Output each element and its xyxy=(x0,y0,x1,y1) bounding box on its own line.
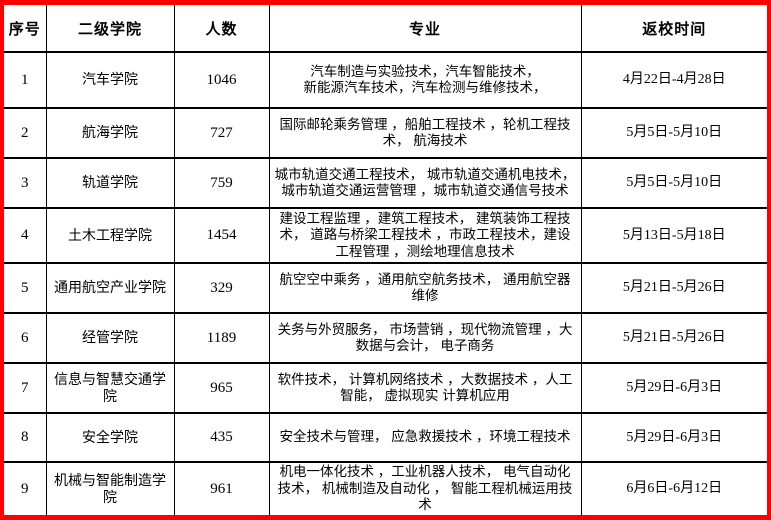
cell-college: 通用航空产业学院 xyxy=(45,262,175,314)
cell-seq: 5 xyxy=(4,262,47,314)
cell-majors: 机电一体化技术 ，工业机器人技术， 电气自动化技术， 机械制造及自动化 ， 智能… xyxy=(268,461,582,515)
cell-return-time: 6月6日-6月12日 xyxy=(580,461,767,515)
cell-count: 329 xyxy=(173,262,270,314)
cell-return-time: 5月29日-6月3日 xyxy=(580,362,767,414)
cell-college: 信息与智慧交通学院 xyxy=(45,362,175,414)
cell-seq: 9 xyxy=(4,461,47,515)
cell-seq: 2 xyxy=(4,107,47,159)
cell-college: 航海学院 xyxy=(45,107,175,159)
cell-college: 土木工程学院 xyxy=(45,207,175,264)
cell-seq: 8 xyxy=(4,412,47,463)
cell-return-time: 5月21日-5月26日 xyxy=(580,312,767,364)
cell-college: 汽车学院 xyxy=(45,51,175,109)
cell-college: 经管学院 xyxy=(45,312,175,364)
cell-return-time: 5月5日-5月10日 xyxy=(580,107,767,159)
cell-return-time: 4月22日-4月28日 xyxy=(580,51,767,109)
cell-majors: 国际邮轮乘务管理 ，船舶工程技术 ，轮机工程技术， 航海技术 xyxy=(268,107,582,159)
col-header-return-time: 返校时间 xyxy=(580,5,767,53)
cell-majors: 关务与外贸服务， 市场营销 ，现代物流管理 ，大数据与会计， 电子商务 xyxy=(268,312,582,364)
cell-college: 轨道学院 xyxy=(45,157,175,209)
cell-count: 1454 xyxy=(173,207,270,264)
cell-majors: 航空空中乘务 ，通用航空航务技术， 通用航空器维修 xyxy=(268,262,582,314)
cell-return-time: 5月13日-5月18日 xyxy=(580,207,767,264)
cell-count: 759 xyxy=(173,157,270,209)
cell-seq: 4 xyxy=(4,207,47,264)
table-row: 4 土木工程学院 1454 建设工程监理 ，建筑工程技术， 建筑装饰工程技术， 道路与… xyxy=(4,207,767,264)
col-header-seq: 序号 xyxy=(4,5,47,53)
cell-majors: 安全技术与管理， 应急救援技术 ，环境工程技术 xyxy=(268,412,582,463)
cell-majors: 软件技术， 计算机网络技术 ，大数据技术 ，人工智能， 虚拟现实 计算机应用 xyxy=(268,362,582,414)
table-row: 5 通用航空产业学院 329 航空空中乘务 ，通用航空航务技术， 通用航空器维修 5月2… xyxy=(4,262,767,314)
cell-count: 1046 xyxy=(173,51,270,109)
table-row: 3 轨道学院 759 城市轨道交通工程技术， 城市轨道交通机电技术，城市轨道交通运营管… xyxy=(4,157,767,209)
cell-college: 安全学院 xyxy=(45,412,175,463)
table-body: 1 汽车学院 1046 汽车制造与实验技术，汽车智能技术， 新能源汽车技术，汽车检测与… xyxy=(4,51,767,515)
table-row: 8 安全学院 435 安全技术与管理， 应急救援技术 ，环境工程技术 5月29日-6月3… xyxy=(4,412,767,463)
cell-return-time: 5月29日-6月3日 xyxy=(580,412,767,463)
cell-majors: 汽车制造与实验技术，汽车智能技术， 新能源汽车技术，汽车检测与维修技术， xyxy=(268,51,582,109)
cell-seq: 7 xyxy=(4,362,47,414)
col-header-count: 人数 xyxy=(173,5,270,53)
return-schedule-table: 序号 二级学院 人数 专业 返校时间 1 汽车学院 1046 汽车制造与实验技术，汽车… xyxy=(4,5,767,515)
cell-return-time: 5月5日-5月10日 xyxy=(580,157,767,209)
table-row: 7 信息与智慧交通学院 965 软件技术， 计算机网络技术 ，大数据技术 ，人工智能，… xyxy=(4,362,767,414)
col-header-majors: 专业 xyxy=(268,5,582,53)
col-header-college: 二级学院 xyxy=(45,5,175,53)
cell-college: 机械与智能制造学院 xyxy=(45,461,175,515)
cell-count: 435 xyxy=(173,412,270,463)
cell-seq: 1 xyxy=(4,51,47,109)
cell-seq: 3 xyxy=(4,157,47,209)
table-row: 2 航海学院 727 国际邮轮乘务管理 ，船舶工程技术 ，轮机工程技术， 航海技术 5月… xyxy=(4,107,767,159)
table-row: 6 经管学院 1189 关务与外贸服务， 市场营销 ，现代物流管理 ，大数据与会计， … xyxy=(4,312,767,364)
cell-count: 965 xyxy=(173,362,270,414)
cell-count: 727 xyxy=(173,107,270,159)
table-row: 9 机械与智能制造学院 961 机电一体化技术 ，工业机器人技术， 电气自动化技术， … xyxy=(4,461,767,515)
cell-return-time: 5月21日-5月26日 xyxy=(580,262,767,314)
cell-majors: 城市轨道交通工程技术， 城市轨道交通机电技术，城市轨道交通运营管理 ，城市轨道交… xyxy=(268,157,582,209)
table-row: 1 汽车学院 1046 汽车制造与实验技术，汽车智能技术， 新能源汽车技术，汽车检测与… xyxy=(4,51,767,109)
cell-count: 961 xyxy=(173,461,270,515)
cell-count: 1189 xyxy=(173,312,270,364)
header-row: 序号 二级学院 人数 专业 返校时间 xyxy=(4,5,767,53)
cell-majors: 建设工程监理 ，建筑工程技术， 建筑装饰工程技术， 道路与桥梁工程技术 ，市政工… xyxy=(268,207,582,264)
cell-seq: 6 xyxy=(4,312,47,364)
